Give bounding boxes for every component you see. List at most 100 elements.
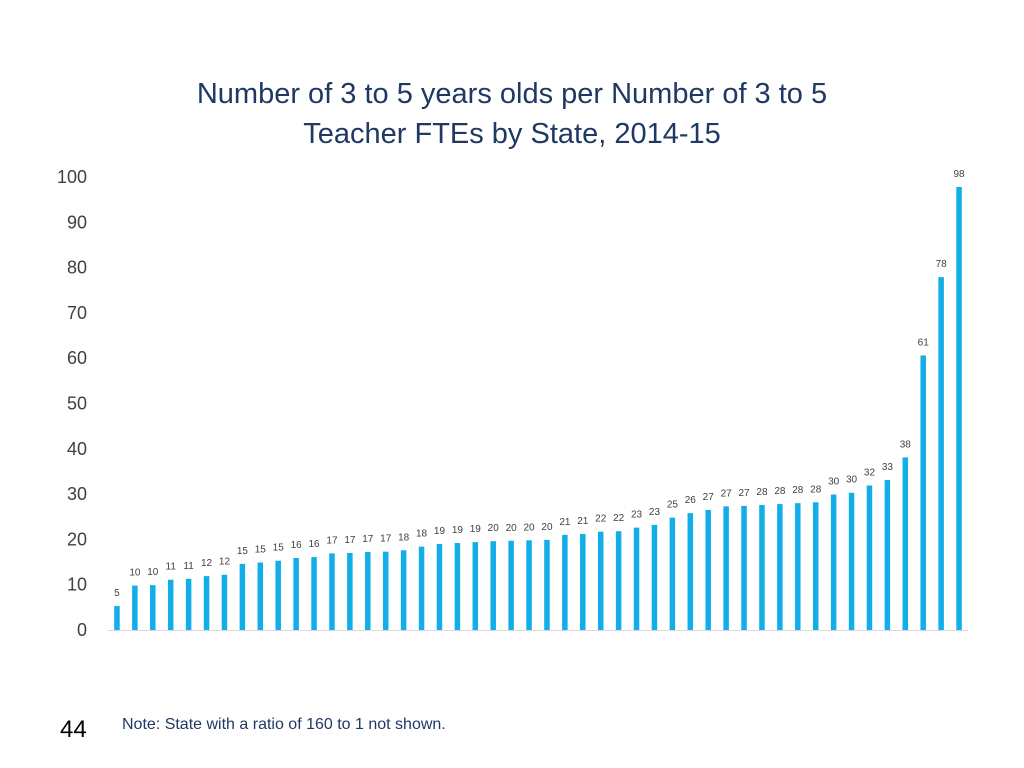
- bar: [203, 576, 210, 630]
- data-label: 38: [900, 439, 912, 450]
- bar: [400, 550, 407, 630]
- data-label: 28: [774, 486, 786, 497]
- bar: [848, 492, 855, 630]
- data-label: 28: [756, 487, 768, 498]
- data-label: 27: [703, 492, 715, 503]
- data-label: 17: [326, 535, 338, 546]
- y-tick-label: 90: [67, 212, 87, 232]
- y-tick-label: 0: [77, 620, 87, 640]
- y-tick-label: 70: [67, 303, 87, 323]
- data-label: 19: [470, 524, 482, 535]
- y-tick-label: 30: [67, 484, 87, 504]
- data-label: 61: [918, 337, 930, 348]
- data-label: 33: [882, 462, 894, 473]
- footnote: Note: State with a ratio of 160 to 1 not…: [122, 716, 446, 733]
- bar: [257, 562, 264, 630]
- y-tick-label: 50: [67, 394, 87, 414]
- data-label: 18: [398, 532, 410, 543]
- data-label: 12: [201, 558, 213, 569]
- data-label: 15: [273, 543, 285, 554]
- bar: [472, 542, 479, 630]
- data-label: 98: [953, 169, 965, 180]
- bar: [185, 578, 192, 630]
- bar: [651, 524, 658, 630]
- y-tick-label: 20: [67, 529, 87, 549]
- bar-chart: 0 10 20 30 40 50 60 70 80 90 100 5 10 10 11 11 12 12 15 15 1…: [57, 167, 968, 640]
- bar: [508, 540, 514, 630]
- bar: [741, 505, 747, 630]
- data-label: 28: [792, 485, 804, 496]
- bar: [526, 540, 532, 630]
- bar: [580, 533, 586, 630]
- data-label: 21: [559, 517, 571, 528]
- data-label: 27: [721, 488, 733, 499]
- data-label: 17: [344, 535, 356, 546]
- bar: [633, 527, 640, 630]
- chart-title-line-1: Number of 3 to 5 years olds per Number o…: [196, 78, 828, 110]
- bar: [365, 552, 371, 630]
- data-label: 23: [631, 510, 643, 521]
- data-label: 11: [166, 562, 177, 573]
- bar: [311, 557, 317, 630]
- bar: [544, 539, 550, 630]
- bar: [221, 574, 228, 630]
- bar: [114, 605, 120, 630]
- bar: [830, 494, 837, 630]
- data-label: 5: [114, 588, 120, 599]
- data-label: 27: [738, 488, 750, 499]
- data-label: 26: [685, 495, 697, 506]
- y-tick-label: 40: [67, 439, 87, 459]
- data-label: 19: [434, 526, 446, 537]
- y-tick-label: 80: [67, 258, 87, 278]
- data-label: 25: [667, 500, 679, 511]
- bar: [167, 579, 174, 630]
- data-label: 17: [380, 534, 392, 545]
- data-label: 19: [452, 525, 464, 536]
- y-tick-label: 10: [67, 575, 87, 595]
- data-label: 21: [577, 516, 589, 527]
- bar: [150, 585, 156, 630]
- bar: [562, 534, 568, 630]
- bar: [687, 513, 694, 630]
- bar: [454, 543, 461, 630]
- data-label: 32: [864, 467, 876, 478]
- bar: [812, 502, 819, 630]
- data-label: 16: [308, 539, 320, 550]
- bar: [382, 551, 389, 630]
- chart-title: Number of 3 to 5 years olds per Number o…: [0, 74, 1024, 154]
- data-label: 20: [506, 523, 518, 534]
- data-label: 10: [147, 567, 159, 578]
- data-label: 22: [613, 513, 625, 524]
- bar: [329, 553, 335, 630]
- bar: [902, 457, 909, 630]
- page-number: 44: [60, 716, 87, 743]
- bar: [938, 277, 944, 630]
- data-label: 23: [649, 507, 661, 518]
- data-label: 16: [291, 540, 303, 551]
- bar: [490, 541, 496, 630]
- bar: [669, 517, 676, 630]
- bar: [132, 585, 138, 630]
- bar: [759, 504, 765, 630]
- data-label: 15: [237, 546, 249, 557]
- y-tick-label: 60: [67, 348, 87, 368]
- data-label: 28: [810, 484, 822, 495]
- bar: [418, 546, 425, 630]
- bar: [275, 560, 281, 630]
- chart-title-line-2: Teacher FTEs by State, 2014-15: [303, 118, 721, 150]
- data-label: 12: [219, 557, 231, 568]
- bar: [239, 563, 246, 630]
- data-label: 30: [828, 477, 840, 488]
- data-label: 18: [416, 529, 428, 540]
- data-label: 20: [523, 522, 535, 533]
- data-label: 10: [129, 568, 141, 579]
- bar: [884, 480, 891, 630]
- bar: [615, 531, 622, 630]
- bar: [956, 186, 962, 630]
- bar: [777, 504, 783, 630]
- bar: [597, 531, 604, 630]
- data-label: 11: [183, 561, 194, 572]
- data-label: 15: [255, 545, 267, 556]
- data-label: 22: [595, 514, 607, 525]
- data-label: 30: [846, 475, 858, 486]
